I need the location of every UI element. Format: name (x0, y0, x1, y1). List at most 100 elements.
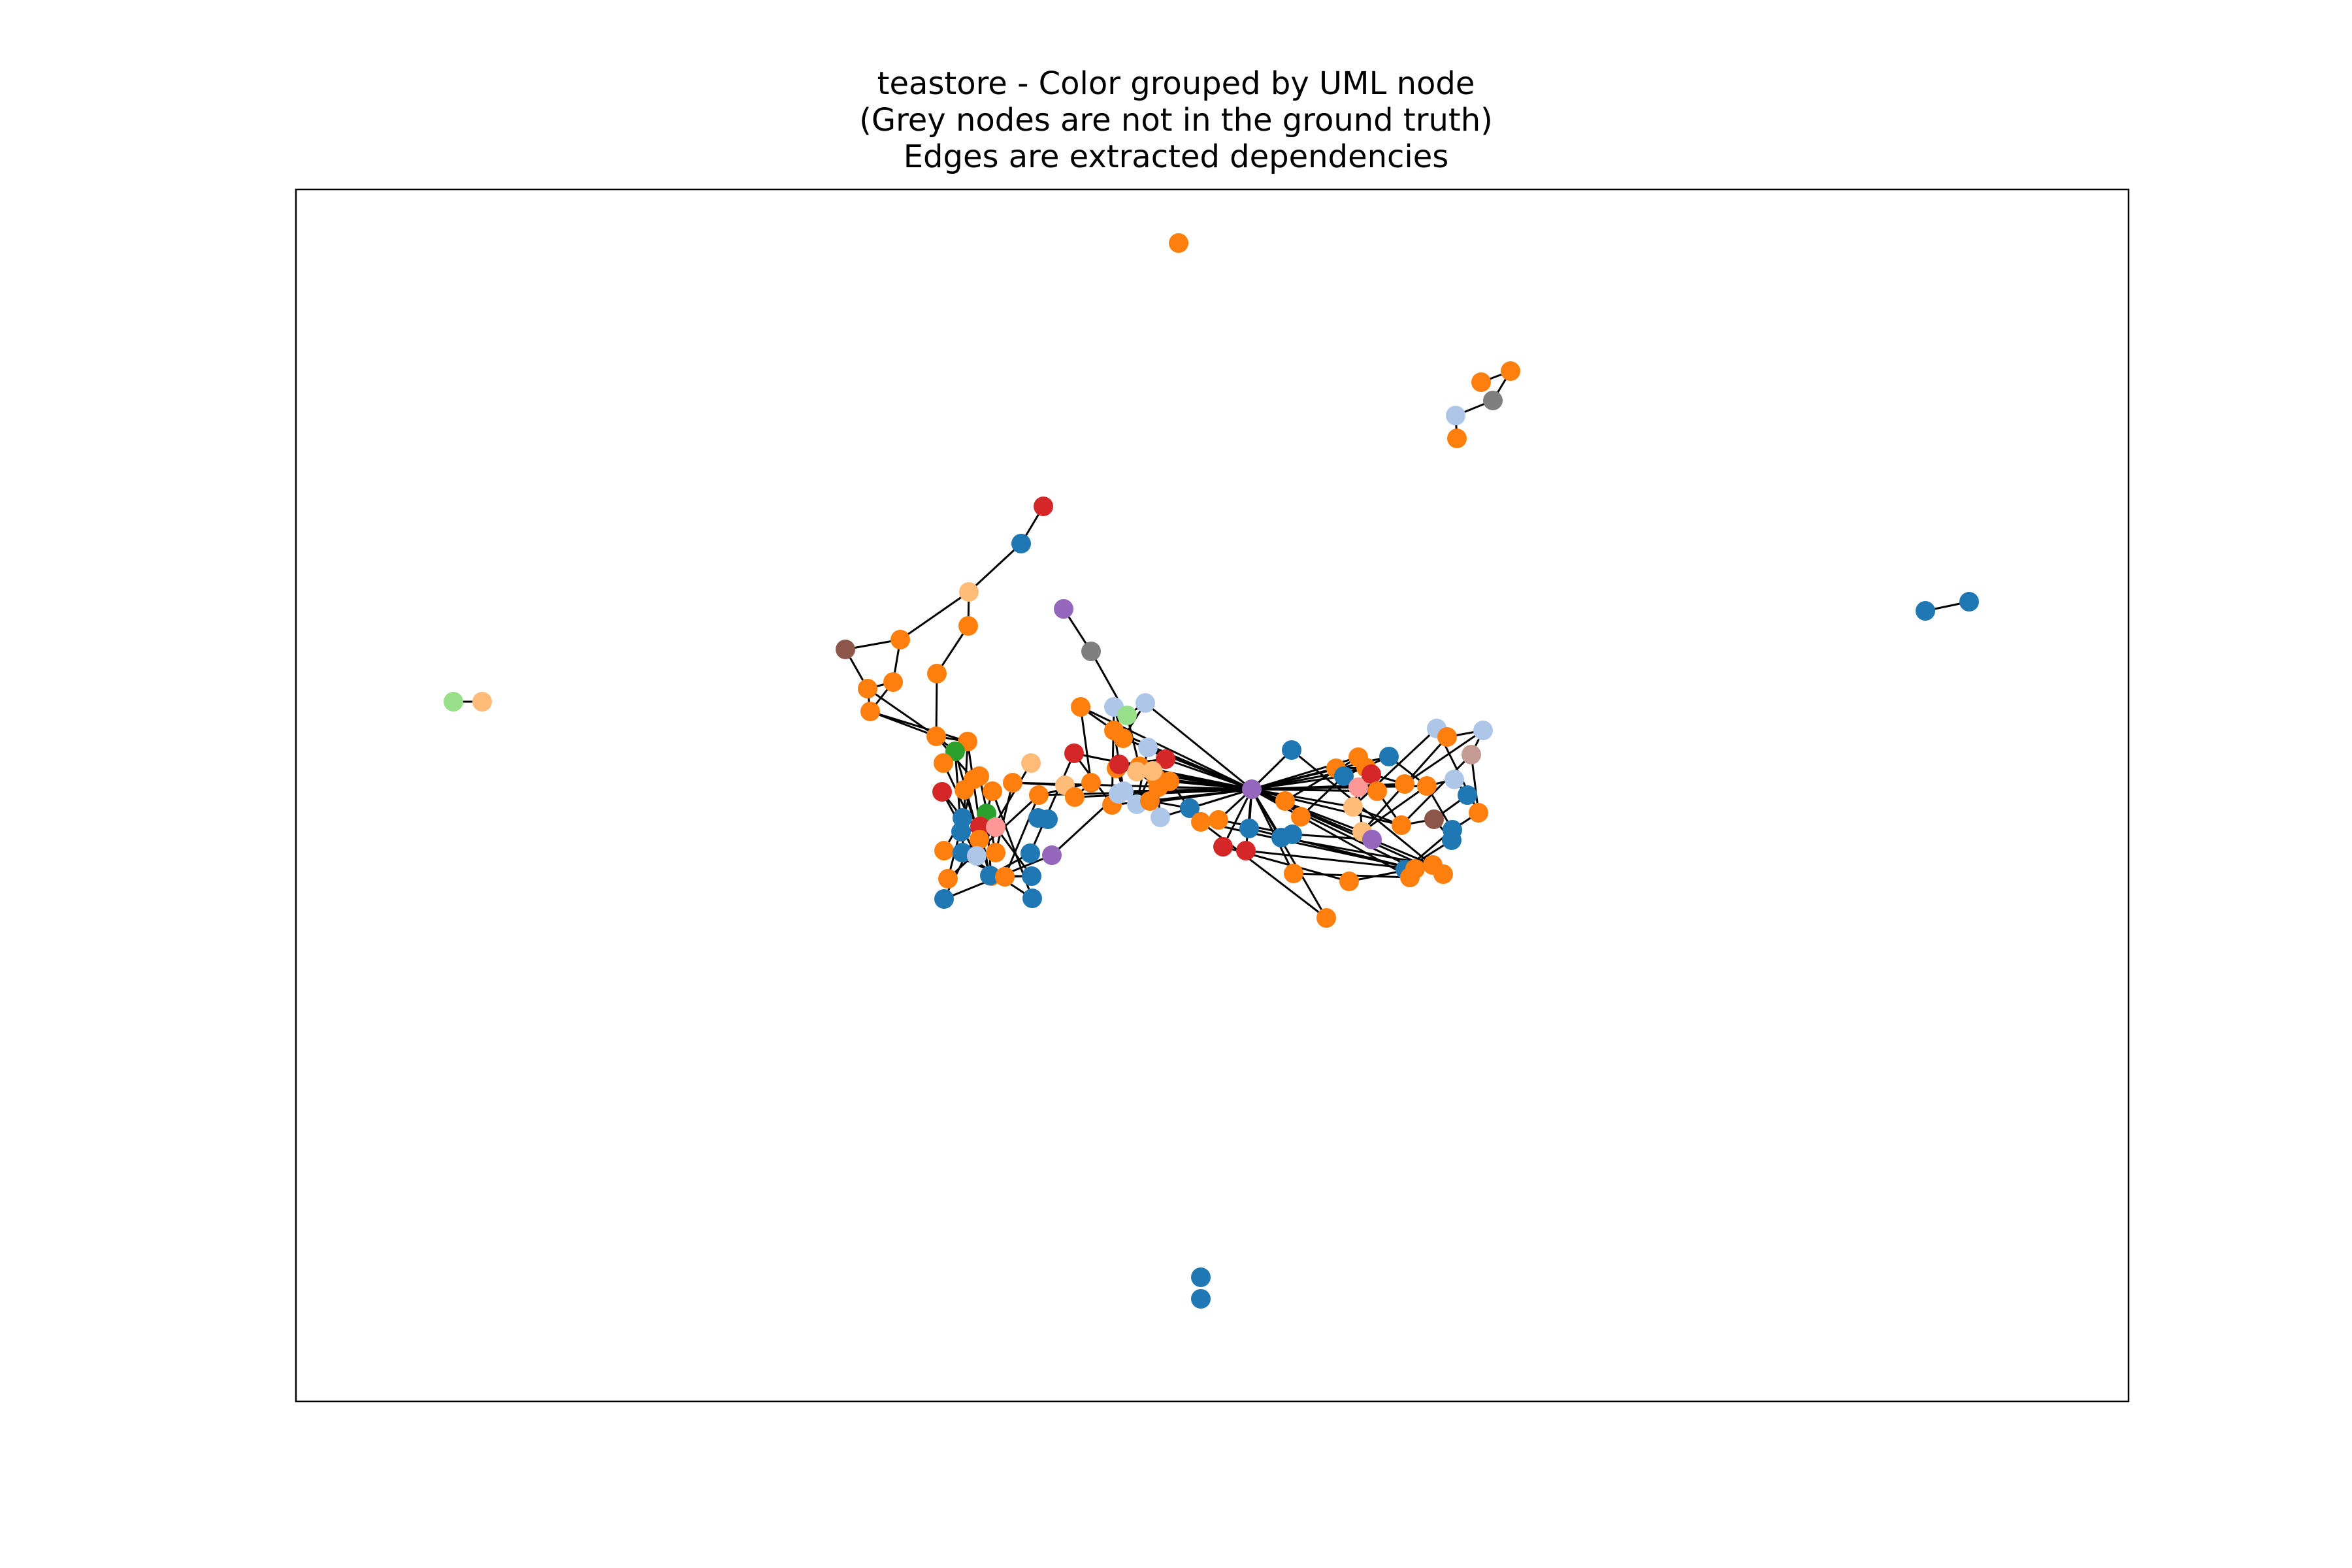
graph-node (1282, 825, 1302, 844)
graph-edge (1079, 706, 1092, 783)
graph-edge (1080, 706, 1252, 791)
graph-edge (1200, 821, 1416, 870)
graph-node (970, 830, 989, 849)
graph-node (1316, 908, 1336, 928)
graph-node (1471, 372, 1491, 392)
graph-node (1343, 797, 1363, 817)
graph-edge (1012, 781, 1252, 791)
graph-node (967, 846, 987, 866)
graph-node (1367, 781, 1387, 801)
graph-node (1483, 391, 1503, 410)
title-line-3: Edges are extracted dependencies (903, 139, 1449, 175)
graph-node (1417, 776, 1437, 796)
graph-node (1011, 534, 1031, 553)
graph-node (1348, 777, 1368, 797)
edges-layer (453, 370, 1970, 919)
graph-edge (947, 794, 1040, 880)
graph-node (1437, 727, 1457, 747)
graph-node (1379, 747, 1399, 766)
graph-node (1151, 808, 1170, 827)
graph-node (1446, 406, 1465, 425)
graph-edge (1245, 849, 1416, 870)
graph-node (1113, 728, 1133, 748)
graph-node (986, 817, 1005, 837)
graph-node (934, 841, 954, 860)
graph-edge (1145, 702, 1252, 791)
graph-node (1029, 785, 1049, 805)
graph-node (1042, 845, 1062, 865)
graph-edge (1189, 788, 1252, 809)
graph-node (1445, 770, 1464, 789)
graph-node (1003, 773, 1022, 792)
graph-edge (1404, 729, 1484, 785)
graph-node (1081, 642, 1101, 661)
graph-node (1458, 785, 1477, 805)
title-line-1: teastore - Color grouped by UML node (877, 65, 1475, 102)
title-line-2: (Grey nodes are not in the ground truth) (859, 102, 1493, 139)
graph-node (1169, 233, 1188, 253)
graph-node (1021, 753, 1041, 773)
graph-edge (935, 673, 938, 737)
graph-node (1462, 745, 1481, 764)
graph-node (934, 889, 954, 909)
graph-edge (1362, 785, 1428, 833)
graph-node (1392, 815, 1411, 835)
graph-node (1442, 830, 1462, 850)
graph-node (1469, 803, 1488, 823)
plot-frame (295, 188, 2130, 1403)
graph-node (1334, 766, 1354, 786)
graph-node (1127, 762, 1147, 781)
graph-node (970, 766, 989, 786)
graph-edge (1352, 727, 1438, 808)
graph-edge (1299, 775, 1345, 818)
graph-node (1400, 868, 1420, 887)
graph-node (1191, 1289, 1211, 1309)
graph-node (1081, 773, 1101, 792)
graph-node (1109, 784, 1128, 804)
graph-node (926, 727, 946, 746)
graph-node (858, 679, 877, 698)
graph-node (995, 867, 1015, 887)
graph-node (1054, 599, 1073, 619)
graph-node (1180, 798, 1200, 818)
graph-node (980, 866, 1000, 885)
graph-node (986, 843, 1005, 862)
graph-node (1473, 721, 1493, 740)
graph-node (1160, 772, 1179, 791)
graph-node (1916, 601, 1935, 621)
graph-node (860, 702, 880, 721)
graph-node (1191, 1267, 1211, 1287)
graph-node (1282, 740, 1301, 760)
graph-node (1156, 749, 1175, 769)
graph-node (934, 753, 953, 773)
graph-node (1034, 497, 1053, 516)
graph-node (1447, 429, 1467, 448)
graph-edge (1284, 756, 1359, 802)
graph-node (1362, 764, 1381, 784)
graph-node (472, 692, 492, 711)
graph-node (1284, 864, 1303, 883)
graph-edge (1251, 788, 1354, 808)
graph-node (1291, 807, 1311, 826)
graph-node (1135, 693, 1155, 713)
graph-edge (1400, 753, 1473, 826)
graph-node (1064, 743, 1084, 763)
graph-edge (1250, 789, 1328, 919)
graph-node (938, 869, 958, 889)
graph-edge (994, 782, 1014, 853)
graph-node (444, 692, 463, 711)
graph-node (955, 780, 974, 800)
graph-node (1022, 866, 1041, 886)
graph-edge (870, 710, 968, 743)
graph-node (1022, 889, 1042, 908)
graph-edge (900, 591, 970, 641)
graph-node (1959, 592, 1979, 612)
graph-node (1191, 812, 1211, 832)
nodes-layer (444, 233, 1979, 1309)
graph-edge (1029, 753, 1075, 854)
graph-node (883, 672, 903, 692)
graph-node (1339, 872, 1359, 891)
graph-node (1065, 787, 1085, 807)
graph-edge (968, 542, 1022, 593)
graph-node (1209, 810, 1228, 830)
